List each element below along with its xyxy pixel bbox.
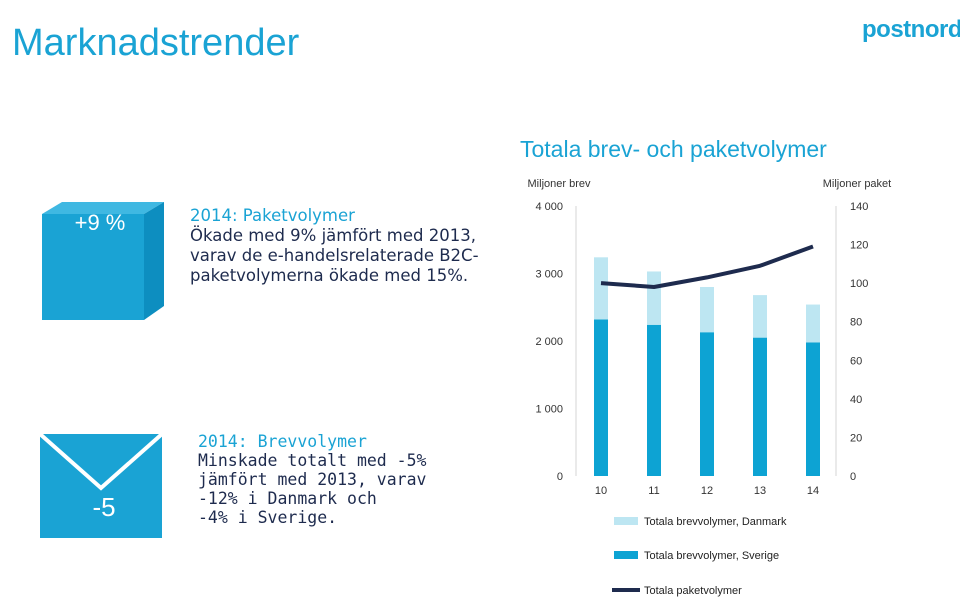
envelope-line-4: -4% i Sverige. — [198, 508, 338, 527]
envelope-line-1: Minskade totalt med -5% — [198, 451, 427, 470]
parcel-stat: +9 % — [75, 210, 126, 235]
envelope-line-2: jämfört med 2013, varav — [198, 470, 427, 489]
bar-sverige — [753, 337, 767, 476]
legend-swatch-sverige — [614, 551, 638, 559]
parcel-body: Ökade med 9% jämfört med 2013, varav de … — [190, 226, 479, 285]
y-right-tick-label: 0 — [850, 471, 856, 483]
parcel-box-top-face — [42, 202, 164, 214]
bar-sverige — [647, 324, 661, 476]
x-tick-label: 11 — [648, 485, 659, 497]
y-left-tick-label: 0 — [557, 471, 563, 483]
legend-label-paket: Totala paketvolymer — [644, 585, 742, 597]
y-right-tick-label: 120 — [850, 240, 868, 252]
y-left-tick-label: 1 000 — [535, 404, 563, 416]
parcel-box-side-face — [144, 202, 164, 320]
x-tick-label: 10 — [595, 485, 607, 497]
chart-title: Totala brev- och paketvolymer — [520, 136, 827, 162]
y-right-tick-label: 80 — [850, 317, 862, 329]
parcel-box-icon: +9 % — [42, 202, 164, 320]
y-left-tick-label: 2 000 — [535, 336, 563, 348]
bar-sverige — [700, 332, 714, 476]
x-tick-label: 13 — [754, 485, 766, 497]
legend-label-sverige: Totala brevvolymer, Sverige — [644, 550, 779, 562]
envelope-flap — [38, 432, 164, 491]
bar-danmark — [647, 271, 661, 325]
bar-danmark — [753, 295, 767, 338]
bar-sverige — [806, 342, 820, 476]
legend-label-danmark: Totala brevvolymer, Danmark — [644, 516, 787, 528]
bar-sverige — [594, 319, 608, 476]
postnord-logo: postnord — [862, 16, 960, 43]
x-tick-label: 14 — [807, 485, 819, 497]
parcel-text: 2014: Paketvolymer Ökade med 9% jämfört … — [190, 206, 490, 286]
legend-swatch-danmark — [614, 517, 638, 525]
y-right-tick-label: 60 — [850, 355, 862, 367]
y-right-tick-label: 20 — [850, 432, 862, 444]
envelope-stat: -5 — [92, 492, 115, 522]
page-title: Marknadstrender — [12, 22, 300, 64]
envelope-heading: 2014: Brevvolymer — [198, 432, 367, 451]
bar-danmark — [806, 304, 820, 343]
envelope-icon: -5 — [38, 432, 164, 538]
parcel-heading: 2014: Paketvolymer — [190, 206, 355, 225]
y-left-tick-label: 3 000 — [535, 269, 563, 281]
bar-danmark — [700, 287, 714, 333]
y-right-tick-label: 40 — [850, 394, 862, 406]
y-axis-left-label: Miljoner brev — [528, 178, 591, 190]
bar-danmark — [594, 257, 608, 320]
line-paketvolymer — [600, 244, 814, 289]
x-tick-label: 12 — [701, 485, 713, 497]
y-right-tick-label: 100 — [850, 278, 868, 290]
y-left-tick-label: 4 000 — [535, 201, 563, 213]
y-axis-right-label: Miljoner paket — [823, 178, 891, 190]
envelope-text: 2014: Brevvolymer Minskade totalt med -5… — [198, 432, 458, 527]
parcel-box-front-face — [42, 214, 144, 320]
y-right-tick-label: 140 — [850, 201, 868, 213]
envelope-line-3: -12% i Danmark och — [198, 489, 377, 508]
